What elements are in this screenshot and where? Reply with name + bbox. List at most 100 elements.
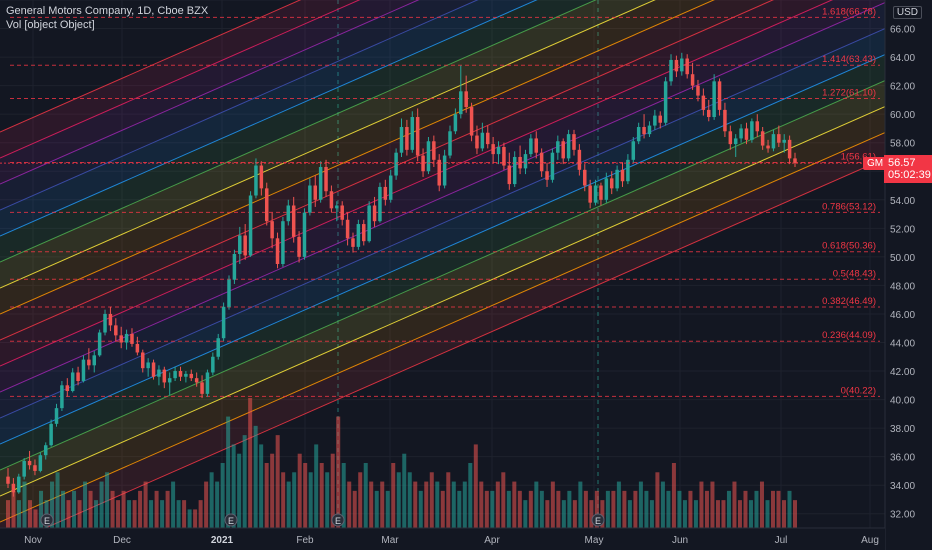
- candle-body: [178, 371, 183, 377]
- candle-body: [60, 385, 64, 409]
- candle-body: [108, 313, 113, 326]
- candle-body: [577, 149, 582, 170]
- candle-body: [755, 121, 760, 132]
- volume-bar: [649, 500, 654, 528]
- fib-level-label: 1.272(61.10): [822, 87, 876, 98]
- candle-body: [717, 81, 722, 110]
- candle-body: [615, 169, 619, 189]
- candle-body: [744, 128, 749, 140]
- candle-body: [38, 455, 43, 471]
- price-tick-label: 42.00: [890, 367, 915, 378]
- volume-bar: [666, 490, 671, 528]
- volume-bar: [336, 416, 341, 528]
- candle-body: [534, 138, 539, 153]
- volume-bar: [611, 490, 616, 528]
- last-price-badge: 56.57 05:02:39: [884, 155, 932, 184]
- candle-body: [777, 134, 781, 143]
- candle-body: [49, 423, 53, 446]
- price-axis-background: [885, 0, 932, 550]
- candle-body: [151, 362, 156, 377]
- candle-body: [437, 159, 441, 186]
- candle-body: [259, 165, 264, 189]
- candle-body: [6, 476, 10, 484]
- volume-bar: [292, 472, 297, 528]
- volume-bar: [545, 500, 550, 528]
- price-tick-label: 40.00: [890, 396, 915, 407]
- volume-bar: [209, 472, 214, 528]
- volume-bar: [391, 463, 396, 528]
- candle-body: [609, 178, 614, 189]
- volume-bar: [759, 481, 764, 528]
- candle-body: [653, 115, 657, 126]
- channel-line: [0, 0, 715, 315]
- candle-body: [432, 141, 436, 160]
- candle-body: [480, 132, 485, 149]
- volume-bar: [583, 490, 588, 528]
- channel-line: [0, 28, 885, 419]
- candle-body: [599, 185, 603, 200]
- candle-body: [97, 332, 102, 356]
- candle-body: [690, 74, 695, 86]
- volume-bar: [616, 481, 621, 528]
- volume-bar: [726, 490, 731, 528]
- volume-bar: [561, 500, 566, 528]
- volume-bar: [462, 481, 467, 528]
- candle-body: [383, 186, 388, 200]
- earnings-badge: [40, 513, 54, 527]
- price-axis[interactable]: 32.00 34.00 36.00 38.00 40.00 42.00 44.00 46.00…: [884, 0, 932, 550]
- candle-body: [669, 59, 673, 82]
- candle-body: [378, 186, 382, 222]
- candle-body: [421, 155, 425, 172]
- volume-bar: [457, 490, 462, 528]
- volume-bar: [385, 490, 390, 528]
- volume-legend: Vol [object Object]: [6, 19, 95, 31]
- candle-body: [194, 378, 199, 383]
- channel-line: [0, 0, 834, 367]
- candle-body: [291, 205, 296, 237]
- candle-body: [162, 369, 167, 383]
- candle-body: [593, 185, 598, 203]
- candle-body: [367, 205, 371, 242]
- volume-bar: [765, 500, 770, 528]
- candle-body: [189, 373, 194, 379]
- candle-body: [674, 59, 679, 72]
- fib-level-label: 0.236(44.09): [822, 330, 876, 341]
- price-tick-label: 60.00: [890, 110, 915, 121]
- chart-legend: General Motors Company, 1D, Cboe BZX Vol…: [6, 4, 208, 32]
- time-axis[interactable]: Nov Dec 2021 Feb Mar Apr May Jun Jul Aug: [0, 527, 885, 550]
- volume-bar: [781, 500, 786, 528]
- volume-bar: [220, 463, 225, 528]
- candle-body: [556, 141, 560, 153]
- volume-bar: [473, 444, 478, 528]
- volume-bar: [22, 481, 27, 528]
- channel-line: [0, 132, 885, 523]
- fib-level-label: 0.382(46.49): [822, 296, 876, 307]
- candle-body: [685, 58, 689, 75]
- volume-bar: [308, 472, 313, 528]
- price-tick-label: 62.00: [890, 82, 915, 93]
- currency-label[interactable]: USD: [892, 6, 922, 19]
- candle-body: [216, 338, 220, 357]
- channel-band: [0, 2, 885, 418]
- volume-bar: [501, 472, 506, 528]
- candle-body: [604, 178, 609, 200]
- volume-bar: [523, 500, 528, 528]
- volume-bar: [567, 490, 572, 528]
- candle-body: [782, 139, 786, 143]
- time-tick-label: Feb: [296, 535, 314, 546]
- time-tick-label: Jul: [775, 535, 788, 546]
- channel-line: [0, 0, 479, 211]
- channel-band: [0, 80, 885, 496]
- volume-bar: [660, 481, 665, 528]
- candle-body: [27, 460, 32, 466]
- candle-body: [205, 372, 210, 394]
- fib-level-label: 0.5(48.43): [833, 268, 876, 279]
- volume-bar: [341, 463, 346, 528]
- volume-bars: [6, 398, 797, 528]
- volume-bar: [154, 490, 159, 528]
- volume-bar: [440, 490, 445, 528]
- price-tick-label: 38.00: [890, 424, 915, 435]
- time-tick-label: Aug: [861, 535, 879, 546]
